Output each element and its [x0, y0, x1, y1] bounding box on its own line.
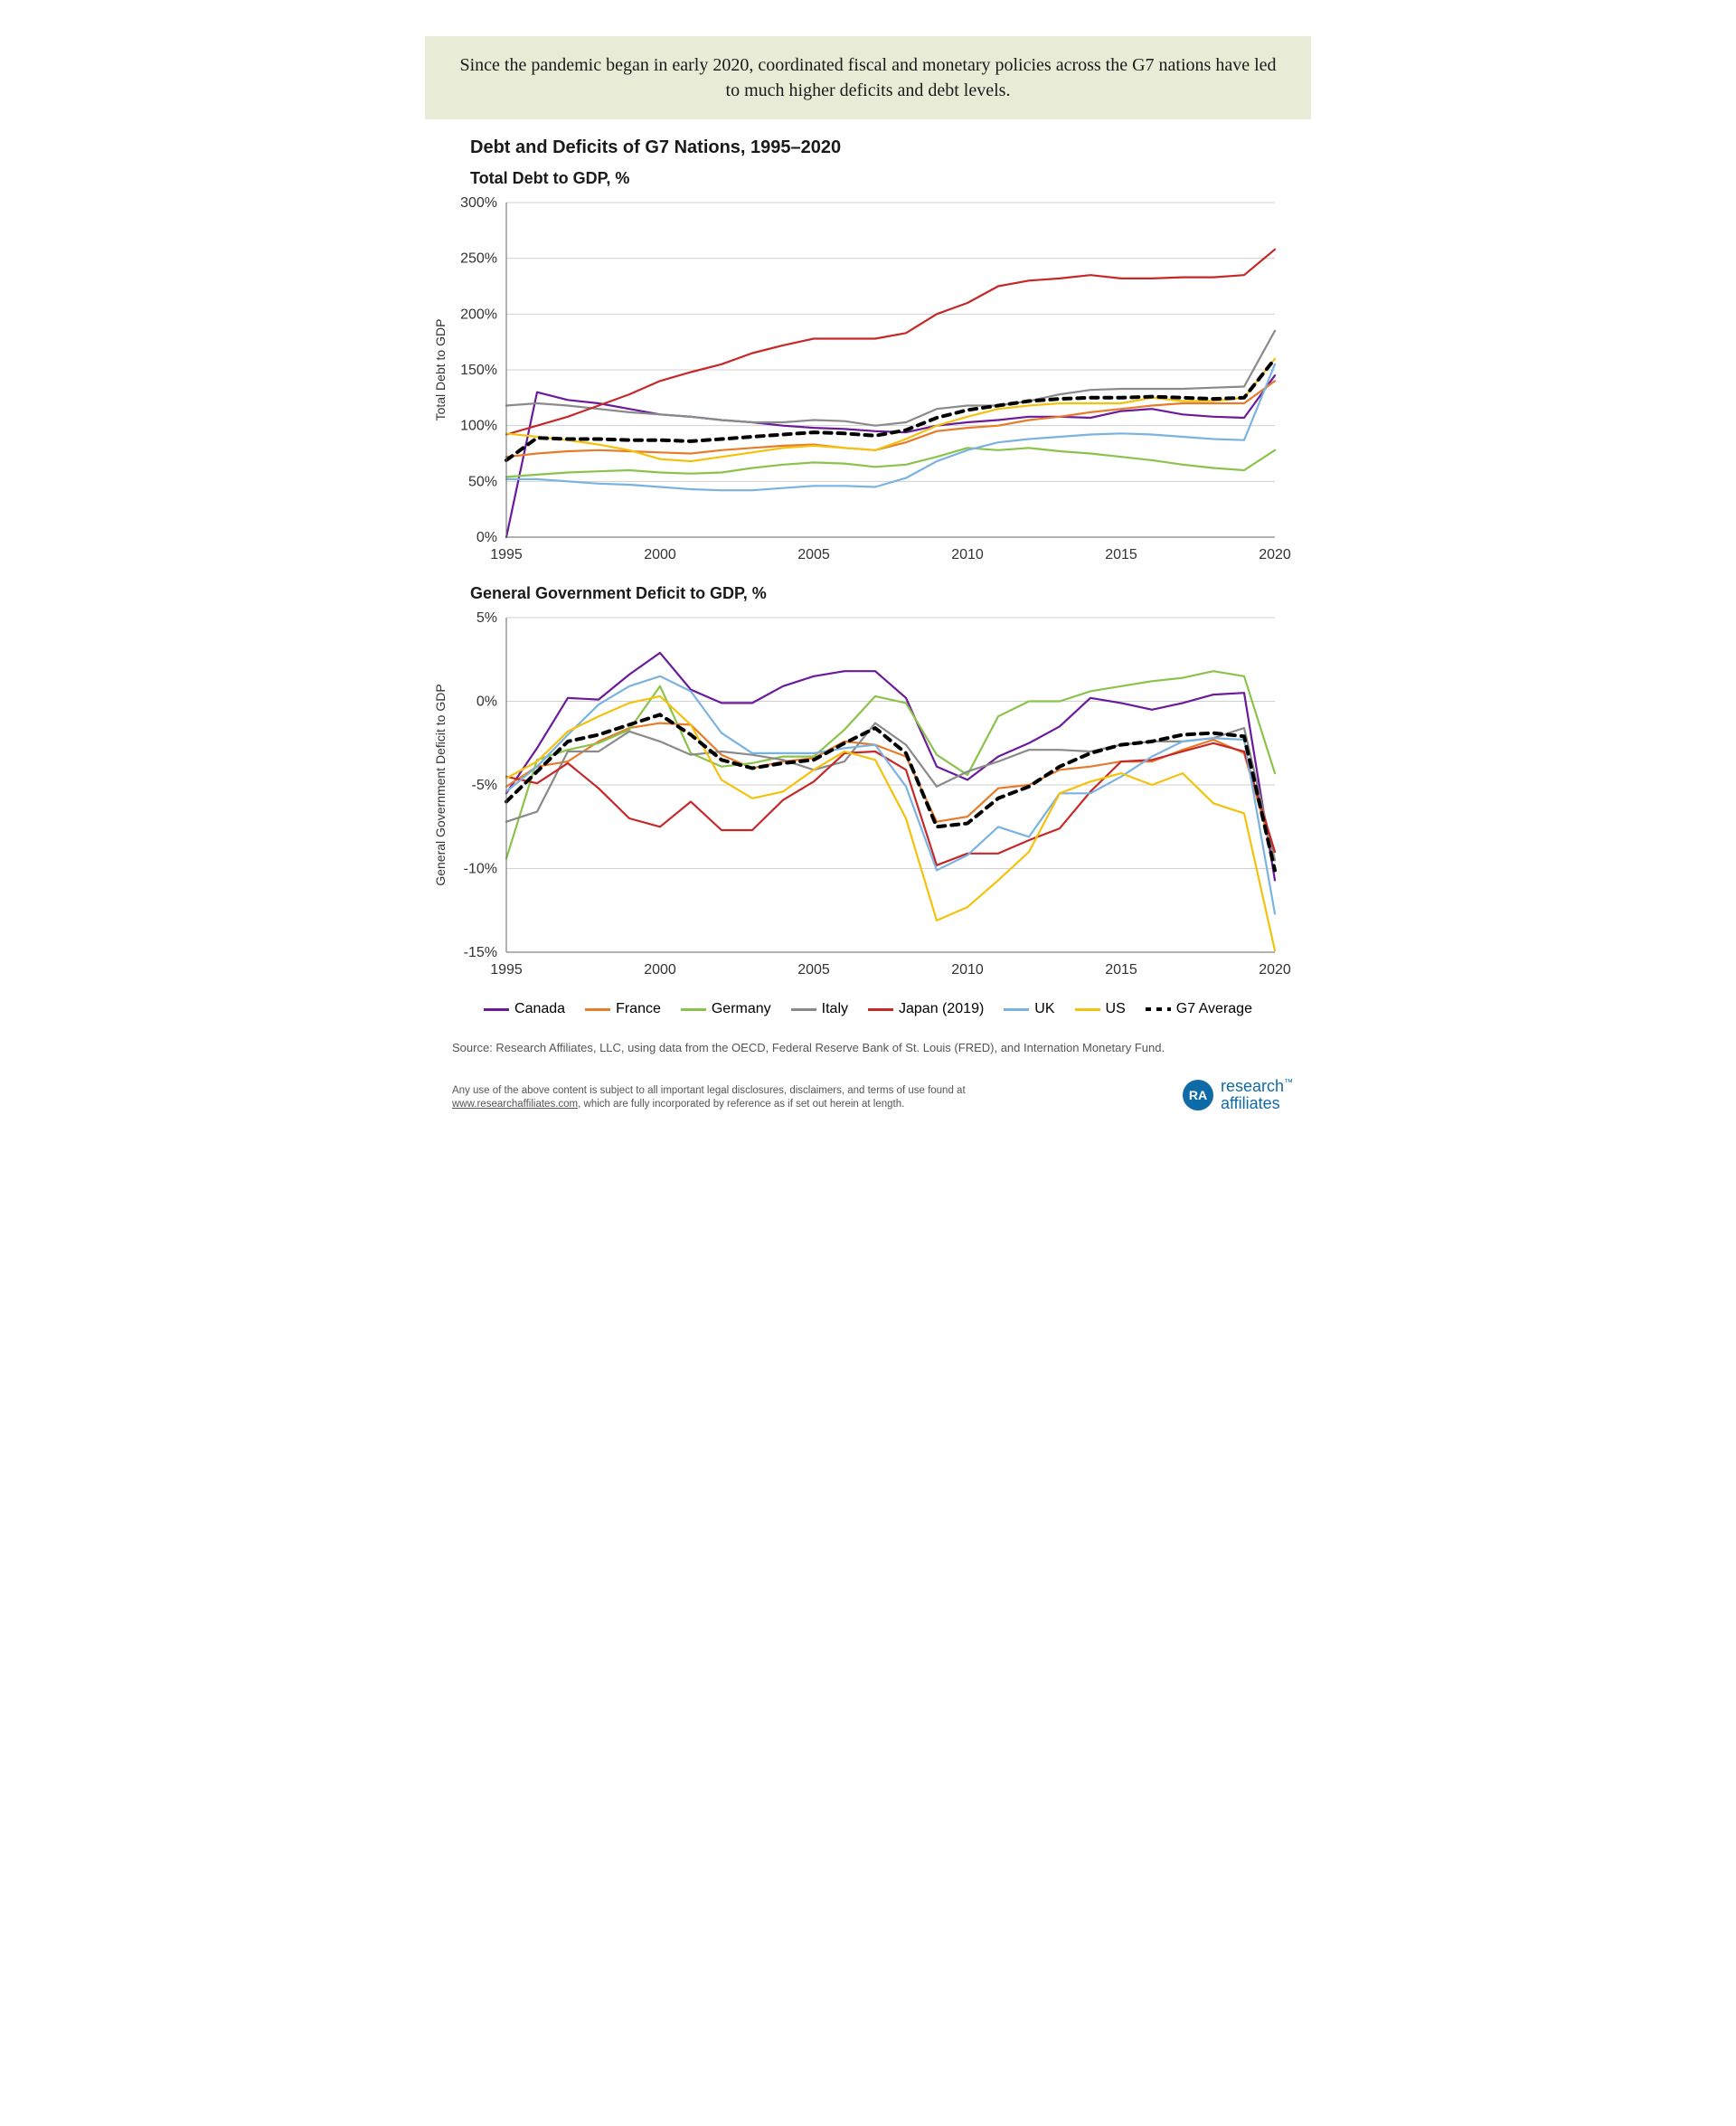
svg-text:0%: 0%: [476, 530, 497, 545]
svg-text:-15%: -15%: [464, 945, 497, 960]
legend-swatch: [1146, 1007, 1171, 1011]
legend-label: Japan (2019): [899, 1001, 984, 1017]
svg-text:200%: 200%: [460, 307, 497, 322]
legend-item-france: France: [585, 1001, 661, 1017]
legend-label: G7 Average: [1176, 1001, 1252, 1017]
svg-text:2020: 2020: [1259, 547, 1291, 562]
legend: Canada France Germany Italy Japan (2019) UK US…: [425, 1001, 1311, 1017]
legend-label: US: [1106, 1001, 1126, 1017]
svg-text:2020: 2020: [1259, 962, 1291, 978]
disclaimer-part2: , which are fully incorporated by refere…: [578, 1099, 904, 1110]
svg-text:-10%: -10%: [464, 862, 497, 877]
disclaimer: Any use of the above content is subject …: [452, 1084, 1067, 1112]
legend-item-g7avg: G7 Average: [1146, 1001, 1252, 1017]
svg-text:300%: 300%: [460, 195, 497, 211]
legend-label: Germany: [712, 1001, 771, 1017]
legend-swatch: [868, 1008, 893, 1011]
deficit-chart: -15% -10% -5% 0% 5% 1995 2000 2005 2010 2015 2020 G…: [425, 609, 1311, 988]
svg-text:General Government Deficit to: General Government Deficit to GDP: [433, 684, 448, 885]
legend-swatch: [681, 1008, 706, 1011]
svg-text:2015: 2015: [1105, 547, 1137, 562]
brand-text: research™ affiliates: [1221, 1078, 1293, 1112]
svg-text:5%: 5%: [476, 610, 497, 626]
brand-mark-icon: RA: [1183, 1080, 1213, 1110]
disclaimer-part1: Any use of the above content is subject …: [452, 1085, 966, 1096]
legend-swatch: [484, 1008, 509, 1011]
svg-text:2010: 2010: [951, 547, 984, 562]
legend-item-italy: Italy: [791, 1001, 848, 1017]
footer: Any use of the above content is subject …: [452, 1078, 1293, 1112]
brand-line1: research: [1221, 1077, 1284, 1095]
svg-text:1995: 1995: [490, 547, 523, 562]
svg-text:2005: 2005: [797, 962, 830, 978]
brand-line2: affiliates: [1221, 1094, 1280, 1112]
legend-label: Italy: [822, 1001, 848, 1017]
trademark-icon: ™: [1284, 1078, 1293, 1088]
brand-logo-block: RA research™ affiliates: [1183, 1078, 1293, 1112]
svg-text:100%: 100%: [460, 419, 497, 434]
legend-swatch: [791, 1008, 816, 1011]
svg-text:2000: 2000: [644, 962, 676, 978]
svg-text:150%: 150%: [460, 363, 497, 378]
header-callout: Since the pandemic began in early 2020, …: [425, 36, 1311, 119]
svg-text:2000: 2000: [644, 547, 676, 562]
legend-item-canada: Canada: [484, 1001, 565, 1017]
disclaimer-link[interactable]: www.researchaffiliates.com: [452, 1099, 578, 1110]
legend-swatch: [1075, 1008, 1100, 1011]
svg-text:1995: 1995: [490, 962, 523, 978]
legend-swatch: [585, 1008, 610, 1011]
legend-label: Canada: [514, 1001, 565, 1017]
svg-text:2015: 2015: [1105, 962, 1137, 978]
page-container: Since the pandemic began in early 2020, …: [425, 36, 1311, 1112]
legend-item-uk: UK: [1004, 1001, 1054, 1017]
svg-text:250%: 250%: [460, 251, 497, 267]
svg-text:-5%: -5%: [472, 778, 497, 793]
legend-swatch: [1004, 1008, 1029, 1011]
main-title: Debt and Deficits of G7 Nations, 1995–20…: [470, 137, 1311, 158]
svg-text:0%: 0%: [476, 694, 497, 710]
svg-text:2005: 2005: [797, 547, 830, 562]
legend-item-germany: Germany: [681, 1001, 771, 1017]
legend-label: UK: [1034, 1001, 1054, 1017]
legend-label: France: [616, 1001, 661, 1017]
svg-text:50%: 50%: [468, 474, 497, 489]
legend-item-japan: Japan (2019): [868, 1001, 984, 1017]
svg-text:2010: 2010: [951, 962, 984, 978]
svg-text:Total Debt to GDP: Total Debt to GDP: [433, 319, 448, 421]
deficit-chart-title: General Government Deficit to GDP, %: [470, 584, 1311, 603]
source-text: Source: Research Affiliates, LLC, using …: [452, 1041, 1293, 1054]
legend-item-us: US: [1075, 1001, 1126, 1017]
debt-chart-title: Total Debt to GDP, %: [470, 169, 1311, 188]
debt-chart: 0% 50% 100% 150% 200% 250% 300% 1995 2000 2005 201…: [425, 194, 1311, 573]
